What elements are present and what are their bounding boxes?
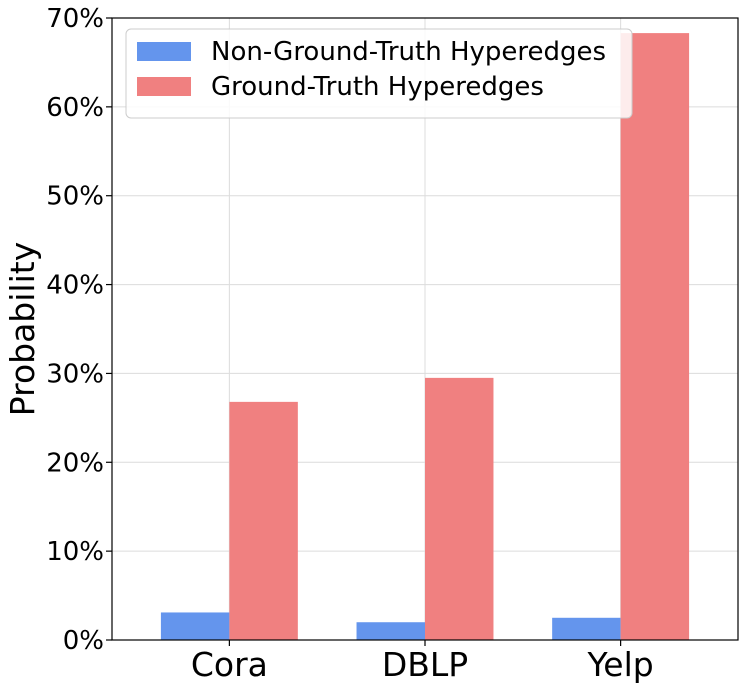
legend-swatch: [137, 42, 191, 61]
bar-yelp-series-2: [620, 33, 690, 640]
y-tick-label: 0%: [63, 626, 104, 656]
x-tick-label: Yelp: [587, 645, 654, 684]
legend: Non-Ground-Truth Hyperedges Ground-Truth …: [125, 28, 633, 119]
bar-dblp-series-2: [425, 377, 494, 640]
x-axis-ticks: Cora DBLP Yelp: [191, 640, 654, 684]
y-tick-label: 50%: [46, 182, 104, 212]
x-tick-label: DBLP: [382, 645, 468, 684]
legend-label: Non-Ground-Truth Hyperedges: [211, 37, 606, 67]
y-tick-label: 40%: [46, 271, 104, 301]
bar-cora-series-1: [160, 612, 230, 640]
legend-box: [125, 28, 633, 119]
y-tick-label: 70%: [46, 4, 104, 34]
bar-dblp-series-1: [356, 622, 425, 640]
bar-yelp-series-1: [552, 617, 621, 640]
legend-label: Ground-Truth Hyperedges: [211, 72, 544, 102]
x-tick-label: Cora: [191, 645, 268, 684]
y-tick-label: 20%: [46, 448, 104, 478]
y-tick-label: 60%: [46, 93, 104, 123]
legend-swatch: [137, 77, 191, 96]
bars: [160, 33, 690, 640]
y-axis-ticks: 0% 10% 20% 30% 40% 50% 60% 70%: [46, 4, 112, 656]
y-axis-label: Probability: [3, 242, 42, 416]
y-tick-label: 10%: [46, 537, 104, 567]
bar-cora-series-2: [229, 401, 298, 640]
y-tick-label: 30%: [46, 359, 104, 389]
